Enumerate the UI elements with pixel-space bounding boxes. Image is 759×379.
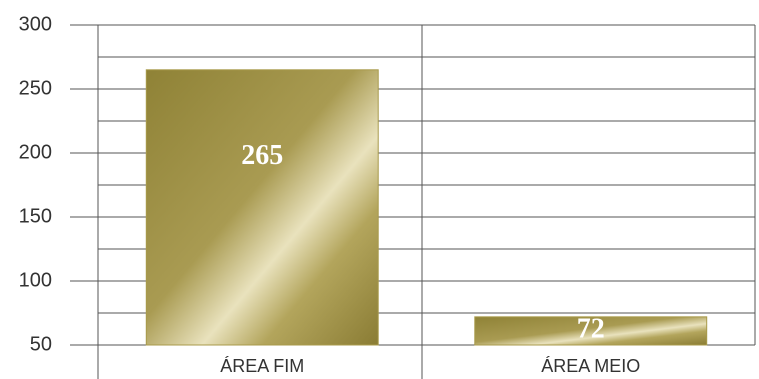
- y-tick-label: 200: [19, 141, 52, 163]
- bar: [145, 69, 379, 346]
- y-tick-label: 150: [19, 205, 52, 227]
- x-tick-label: ÁREA FIM: [220, 356, 304, 376]
- y-tick-label: 250: [19, 77, 52, 99]
- bar: [474, 316, 708, 346]
- x-tick-label: ÁREA MEIO: [541, 356, 640, 376]
- y-tick-label: 300: [19, 13, 52, 35]
- y-tick-label: 100: [19, 269, 52, 291]
- value-label: 265: [241, 140, 283, 171]
- value-label: 72: [577, 313, 605, 344]
- y-tick-label: 50: [30, 333, 52, 355]
